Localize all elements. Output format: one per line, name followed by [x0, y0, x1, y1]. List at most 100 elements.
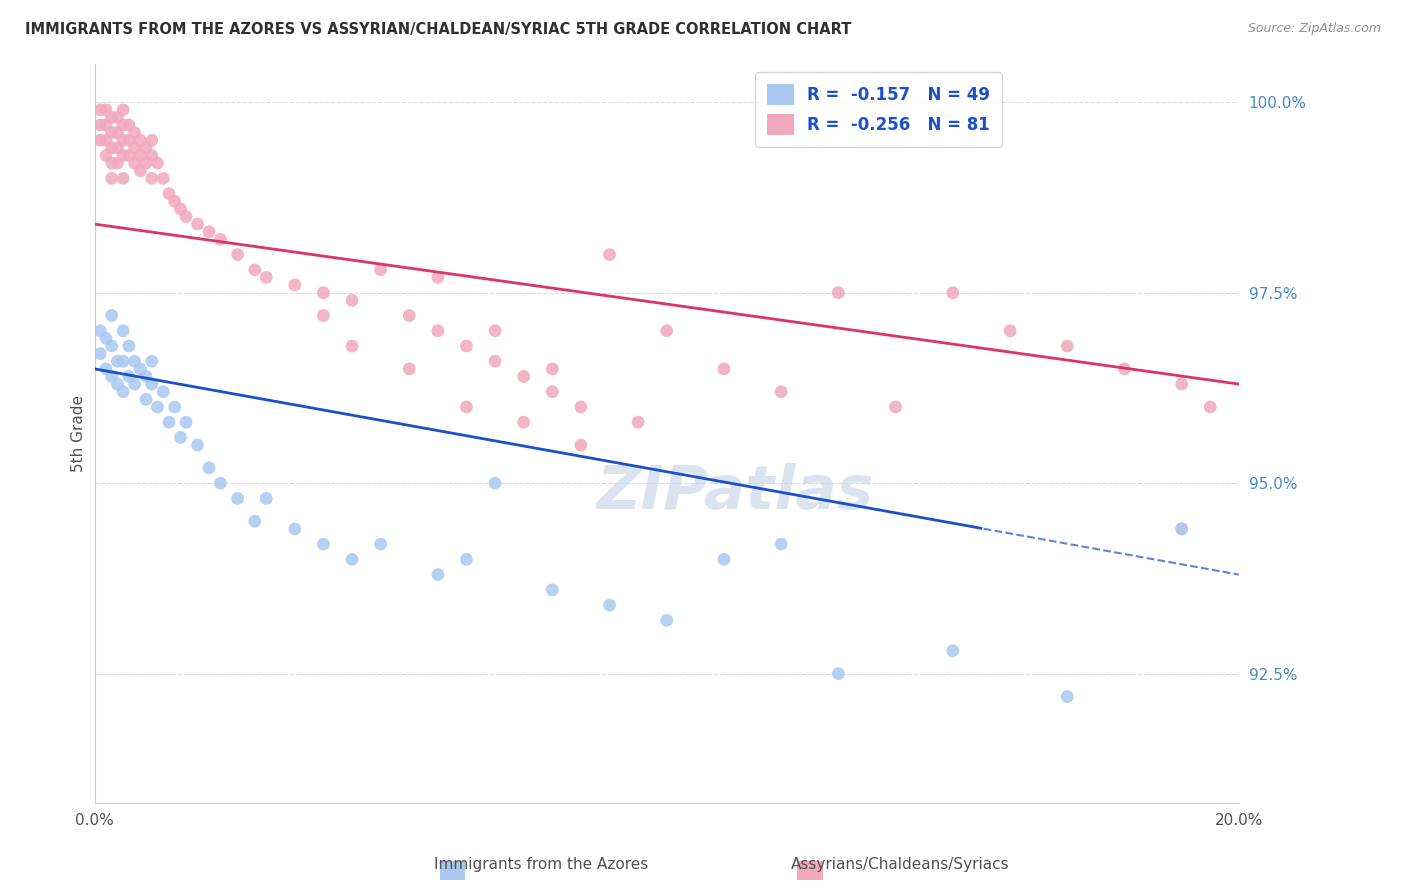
Point: [89, 346, 111, 360]
Point: [484, 354, 506, 368]
Point: [141, 171, 163, 186]
Text: ZIPatlas: ZIPatlas: [596, 463, 875, 523]
Point: [107, 354, 129, 368]
Point: [112, 148, 135, 162]
Point: [484, 324, 506, 338]
Point: [112, 118, 135, 132]
Point: [129, 148, 152, 162]
Point: [312, 285, 335, 300]
Point: [146, 156, 169, 170]
Point: [163, 400, 186, 414]
Point: [398, 309, 420, 323]
Point: [599, 247, 621, 261]
Point: [770, 537, 793, 551]
Point: [94, 362, 117, 376]
Point: [827, 666, 849, 681]
Point: [94, 133, 117, 147]
Point: [370, 262, 392, 277]
Point: [226, 491, 249, 506]
Point: [157, 186, 180, 201]
Point: [541, 582, 564, 597]
Point: [998, 324, 1021, 338]
Point: [243, 262, 266, 277]
Point: [512, 369, 534, 384]
Point: [129, 362, 152, 376]
Point: [118, 133, 141, 147]
Point: [100, 126, 122, 140]
Point: [827, 285, 849, 300]
Point: [100, 111, 122, 125]
Point: [312, 309, 335, 323]
Point: [129, 163, 152, 178]
Point: [94, 331, 117, 345]
Point: [187, 217, 209, 231]
Point: [169, 202, 191, 216]
Point: [94, 148, 117, 162]
Point: [163, 194, 186, 209]
Point: [118, 369, 141, 384]
Point: [1170, 377, 1192, 392]
Point: [174, 415, 197, 429]
Point: [398, 362, 420, 376]
Point: [456, 400, 478, 414]
Point: [226, 247, 249, 261]
Point: [89, 103, 111, 117]
Point: [118, 339, 141, 353]
Point: [340, 339, 363, 353]
Point: [124, 141, 146, 155]
Point: [243, 514, 266, 528]
Point: [129, 133, 152, 147]
Text: IMMIGRANTS FROM THE AZORES VS ASSYRIAN/CHALDEAN/SYRIAC 5TH GRADE CORRELATION CHA: IMMIGRANTS FROM THE AZORES VS ASSYRIAN/C…: [25, 22, 852, 37]
Point: [456, 552, 478, 566]
Point: [112, 171, 135, 186]
Point: [94, 103, 117, 117]
Text: Source: ZipAtlas.com: Source: ZipAtlas.com: [1247, 22, 1381, 36]
Point: [484, 476, 506, 491]
Point: [569, 438, 592, 452]
Point: [209, 232, 232, 246]
Point: [627, 415, 650, 429]
Point: [169, 430, 191, 444]
Point: [89, 118, 111, 132]
Point: [100, 369, 122, 384]
Point: [124, 354, 146, 368]
Point: [569, 400, 592, 414]
Point: [112, 384, 135, 399]
Point: [254, 270, 277, 285]
Point: [152, 171, 174, 186]
Point: [713, 552, 735, 566]
Point: [118, 148, 141, 162]
Point: [426, 567, 449, 582]
Point: [942, 644, 965, 658]
Point: [89, 133, 111, 147]
Point: [152, 384, 174, 399]
Point: [340, 293, 363, 308]
Point: [1056, 690, 1078, 704]
Point: [141, 133, 163, 147]
Point: [284, 522, 307, 536]
Point: [541, 362, 564, 376]
Text: Assyrians/Chaldeans/Syriacs: Assyrians/Chaldeans/Syriacs: [790, 857, 1010, 872]
Point: [209, 476, 232, 491]
Point: [1199, 400, 1222, 414]
Point: [174, 210, 197, 224]
Point: [1170, 522, 1192, 536]
Point: [426, 324, 449, 338]
Point: [512, 415, 534, 429]
Point: [89, 324, 111, 338]
Point: [312, 537, 335, 551]
Point: [157, 415, 180, 429]
Point: [100, 156, 122, 170]
Point: [124, 156, 146, 170]
Point: [254, 491, 277, 506]
Point: [198, 225, 221, 239]
Point: [340, 552, 363, 566]
Y-axis label: 5th Grade: 5th Grade: [72, 395, 86, 472]
Point: [284, 278, 307, 293]
Point: [370, 537, 392, 551]
Point: [112, 354, 135, 368]
Point: [124, 377, 146, 392]
Point: [107, 126, 129, 140]
Point: [655, 613, 678, 627]
Point: [456, 339, 478, 353]
